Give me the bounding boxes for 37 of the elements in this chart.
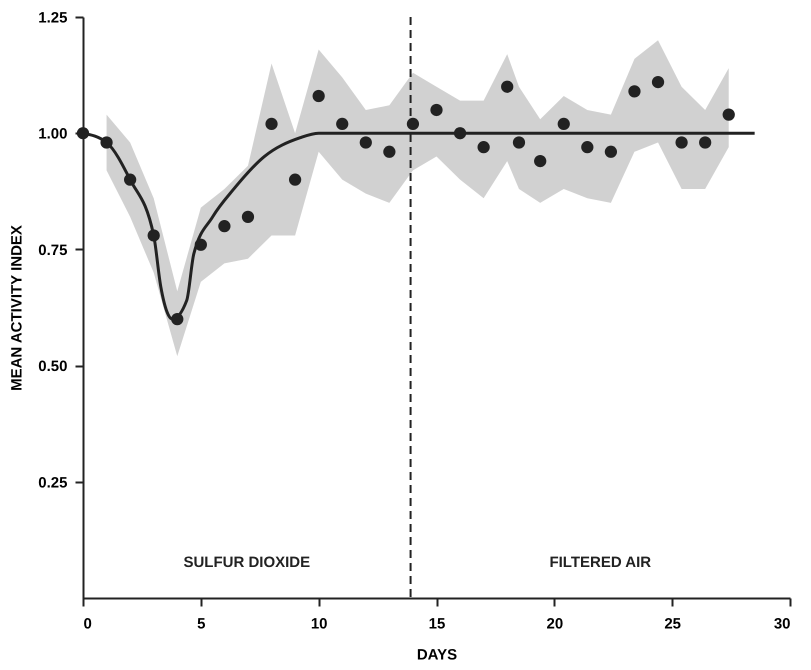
y-axis-title: MEAN ACTIVITY INDEX	[8, 225, 26, 391]
y-tick-label: 0.50	[38, 358, 68, 376]
point	[242, 210, 254, 223]
point	[699, 136, 712, 149]
annotation: SULFUR DIOXIDE	[183, 554, 310, 571]
x-tick-label: 5	[197, 616, 206, 632]
point	[288, 174, 302, 186]
point	[218, 220, 231, 232]
y-tick-label: 1.00	[38, 126, 68, 143]
x-tick-label: 0	[84, 616, 92, 632]
x-axis-title: DAYS	[416, 646, 458, 664]
point	[604, 146, 618, 158]
y-tick-label: 0.25	[38, 474, 68, 492]
point	[675, 136, 688, 149]
y-tick-label: 1.25	[38, 10, 68, 26]
x-tick-label: 25	[664, 616, 682, 632]
point	[501, 80, 514, 93]
x-tick-label: 20	[546, 616, 564, 632]
point	[512, 136, 526, 149]
y-tick-label: 0.75	[38, 242, 68, 259]
point	[312, 90, 325, 102]
x-tick-label: 10	[310, 616, 328, 632]
annotation: FILTERED AIR	[549, 554, 652, 571]
point	[558, 118, 570, 130]
point	[430, 104, 443, 116]
point	[652, 76, 664, 88]
point	[478, 141, 490, 154]
point	[265, 118, 278, 130]
point	[336, 118, 348, 130]
point	[360, 136, 372, 149]
point	[383, 146, 396, 158]
point	[722, 108, 735, 121]
point	[534, 154, 546, 168]
x-tick-label: 30	[774, 616, 790, 632]
x-tick-label: 15	[428, 616, 446, 632]
point	[581, 141, 594, 154]
point	[628, 85, 641, 98]
